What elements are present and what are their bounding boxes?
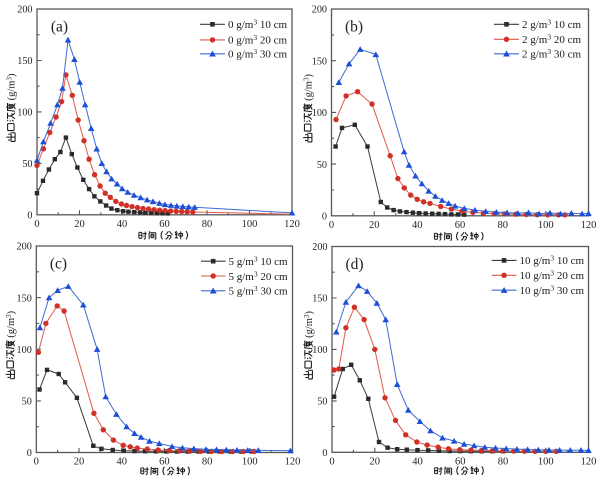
svg-text:100: 100 xyxy=(538,457,554,468)
svg-text:40: 40 xyxy=(412,220,423,231)
svg-text:50: 50 xyxy=(317,160,327,171)
svg-text:40: 40 xyxy=(412,457,423,468)
svg-text:5 g/m3 30 cm: 5 g/m3 30 cm xyxy=(229,284,289,298)
svg-text:150: 150 xyxy=(17,56,32,67)
svg-text:(a): (a) xyxy=(51,19,68,36)
svg-text:0: 0 xyxy=(329,457,334,468)
svg-text:150: 150 xyxy=(312,294,327,305)
svg-text:50: 50 xyxy=(22,397,32,408)
svg-text:0: 0 xyxy=(322,212,327,223)
svg-text:60: 60 xyxy=(455,220,466,231)
svg-text:80: 80 xyxy=(498,457,509,468)
svg-text:5 g/m3 20 cm: 5 g/m3 20 cm xyxy=(229,269,289,283)
svg-text:10 g/m3 10 cm: 10 g/m3 10 cm xyxy=(520,254,585,268)
svg-text:(g/m3): (g/m3) xyxy=(303,311,315,338)
svg-text:0: 0 xyxy=(329,220,334,231)
svg-text:2 g/m3 30 cm: 2 g/m3 30 cm xyxy=(522,47,582,61)
svg-text:(c): (c) xyxy=(50,256,67,273)
svg-text:50: 50 xyxy=(317,397,327,408)
svg-text:(g/m3): (g/m3) xyxy=(5,310,17,337)
svg-text:0: 0 xyxy=(34,219,39,230)
svg-text:150: 150 xyxy=(312,56,327,67)
svg-text:100: 100 xyxy=(538,220,554,231)
svg-text:(g/m3): (g/m3) xyxy=(6,73,18,100)
svg-text:100: 100 xyxy=(242,219,258,230)
svg-text:100: 100 xyxy=(17,345,32,356)
svg-text:0 g/m3 30 cm: 0 g/m3 30 cm xyxy=(228,47,288,61)
svg-text:50: 50 xyxy=(22,159,32,170)
svg-text:40: 40 xyxy=(116,457,127,468)
svg-text:200: 200 xyxy=(312,5,327,16)
svg-text:100: 100 xyxy=(312,345,327,356)
svg-text:60: 60 xyxy=(159,457,170,468)
svg-text:5 g/m3 10 cm: 5 g/m3 10 cm xyxy=(229,255,289,269)
svg-text:0: 0 xyxy=(27,211,32,222)
svg-text:10 g/m3 20 cm: 10 g/m3 20 cm xyxy=(520,269,585,283)
svg-text:150: 150 xyxy=(17,293,32,304)
svg-text:0: 0 xyxy=(27,448,32,459)
svg-text:200: 200 xyxy=(312,242,327,253)
svg-text:(d): (d) xyxy=(345,256,363,273)
svg-text:0: 0 xyxy=(34,457,39,468)
svg-text:80: 80 xyxy=(498,220,509,231)
svg-text:2 g/m3 20 cm: 2 g/m3 20 cm xyxy=(522,33,582,47)
svg-text:10 g/m3 30 cm: 10 g/m3 30 cm xyxy=(520,284,585,298)
svg-text:120: 120 xyxy=(581,457,597,468)
svg-text:(b): (b) xyxy=(345,19,363,36)
svg-text:200: 200 xyxy=(17,5,32,16)
svg-text:0 g/m3 10 cm: 0 g/m3 10 cm xyxy=(228,18,288,32)
svg-text:100: 100 xyxy=(242,457,258,468)
svg-text:20: 20 xyxy=(370,457,381,468)
svg-text:2 g/m3 10 cm: 2 g/m3 10 cm xyxy=(522,18,582,32)
svg-text:(g/m3): (g/m3) xyxy=(302,74,314,101)
svg-text:100: 100 xyxy=(17,108,32,119)
svg-text:60: 60 xyxy=(455,457,466,468)
svg-text:20: 20 xyxy=(369,220,380,231)
svg-text:80: 80 xyxy=(202,457,213,468)
svg-text:0 g/m3 20 cm: 0 g/m3 20 cm xyxy=(228,33,288,47)
svg-text:120: 120 xyxy=(581,220,597,231)
svg-text:60: 60 xyxy=(159,219,170,230)
svg-text:0: 0 xyxy=(322,448,327,459)
svg-text:100: 100 xyxy=(312,108,327,119)
svg-text:80: 80 xyxy=(202,219,213,230)
svg-text:120: 120 xyxy=(285,457,301,468)
svg-text:40: 40 xyxy=(117,219,128,230)
svg-text:20: 20 xyxy=(74,219,85,230)
svg-text:200: 200 xyxy=(17,242,32,253)
svg-text:20: 20 xyxy=(74,457,85,468)
svg-text:120: 120 xyxy=(284,219,300,230)
